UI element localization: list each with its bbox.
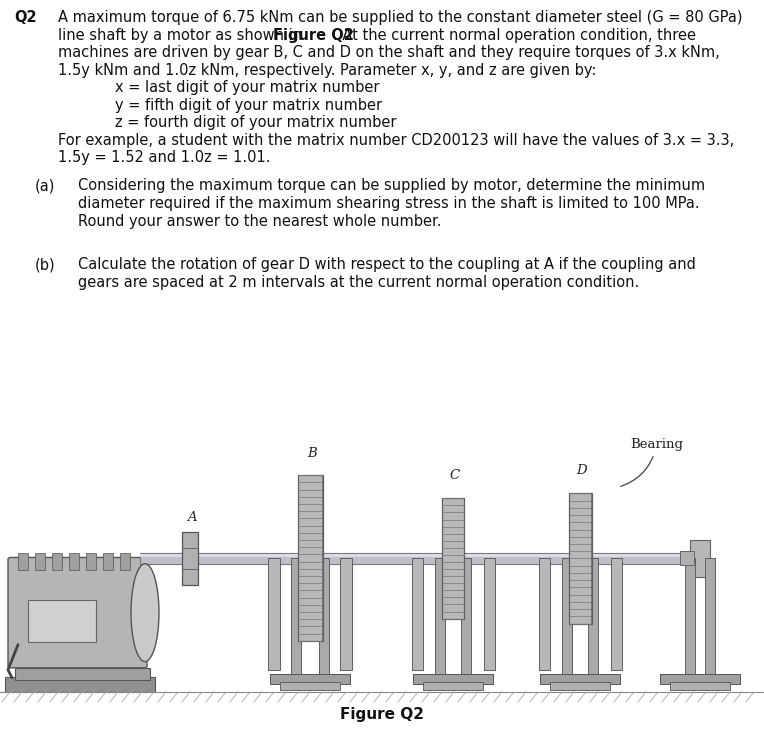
Text: Bearing: Bearing [620, 438, 683, 487]
Bar [120, 553, 130, 570]
Bar [685, 559, 695, 679]
Bar [484, 559, 495, 670]
Text: Calculate the rotation of gear D with respect to the coupling at A if the coupli: Calculate the rotation of gear D with re… [78, 258, 696, 272]
Bar [660, 674, 740, 684]
Bar [280, 682, 340, 690]
Bar [140, 554, 680, 557]
FancyBboxPatch shape [8, 558, 147, 668]
Bar [539, 559, 550, 670]
Text: D: D [577, 464, 588, 477]
Bar [611, 559, 622, 670]
Bar [588, 559, 598, 679]
Bar [319, 559, 329, 679]
Bar [86, 553, 96, 570]
Bar [680, 551, 694, 565]
Bar [291, 559, 301, 679]
Bar [423, 682, 483, 690]
Ellipse shape [131, 564, 159, 661]
Bar [690, 540, 710, 576]
Text: Q2: Q2 [14, 10, 37, 25]
Text: Figure Q2: Figure Q2 [273, 28, 354, 43]
Bar [5, 677, 155, 692]
Bar [298, 475, 323, 641]
Text: x = last digit of your matrix number: x = last digit of your matrix number [115, 80, 380, 95]
Bar [340, 559, 352, 670]
Bar [69, 553, 79, 570]
Bar [18, 553, 28, 570]
Text: . At the current normal operation condition, three: . At the current normal operation condit… [333, 28, 696, 43]
Text: A maximum torque of 6.75 kNm can be supplied to the constant diameter steel (G =: A maximum torque of 6.75 kNm can be supp… [58, 10, 743, 25]
Text: line shaft by a motor as shown in: line shaft by a motor as shown in [58, 28, 307, 43]
Bar [435, 559, 445, 679]
Bar [412, 559, 423, 670]
Text: A: A [187, 512, 197, 524]
Text: z = fourth digit of your matrix number: z = fourth digit of your matrix number [115, 115, 397, 131]
Text: For example, a student with the matrix number CD200123 will have the values of 3: For example, a student with the matrix n… [58, 133, 734, 148]
Bar [562, 559, 572, 679]
Text: Figure Q2: Figure Q2 [340, 707, 424, 722]
Bar [28, 600, 96, 642]
Bar [35, 553, 45, 570]
Bar [52, 553, 62, 570]
Text: (a): (a) [35, 178, 55, 194]
Text: y = fifth digit of your matrix number: y = fifth digit of your matrix number [115, 98, 382, 113]
Text: (b): (b) [35, 258, 56, 272]
Text: Considering the maximum torque can be supplied by motor, determine the minimum: Considering the maximum torque can be su… [78, 178, 705, 194]
Bar [140, 553, 680, 564]
Bar [442, 498, 464, 619]
Bar [103, 553, 113, 570]
Bar [268, 559, 280, 670]
Text: machines are driven by gear B, C and D on the shaft and they require torques of : machines are driven by gear B, C and D o… [58, 45, 720, 60]
Bar [670, 682, 730, 690]
Bar [270, 674, 350, 684]
Text: B: B [307, 447, 317, 460]
Text: gears are spaced at 2 m intervals at the current normal operation condition.: gears are spaced at 2 m intervals at the… [78, 275, 639, 290]
Text: diameter required if the maximum shearing stress in the shaft is limited to 100 : diameter required if the maximum shearin… [78, 196, 700, 211]
Bar [182, 532, 198, 584]
Bar [413, 674, 493, 684]
Bar [15, 668, 150, 680]
Text: Round your answer to the nearest whole number.: Round your answer to the nearest whole n… [78, 214, 442, 228]
Bar [461, 559, 471, 679]
Bar [540, 674, 620, 684]
Text: 1.5y kNm and 1.0z kNm, respectively. Parameter x, y, and z are given by:: 1.5y kNm and 1.0z kNm, respectively. Par… [58, 62, 597, 78]
Bar [550, 682, 610, 690]
Text: C: C [450, 469, 460, 482]
Text: 1.5y = 1.52 and 1.0z = 1.01.: 1.5y = 1.52 and 1.0z = 1.01. [58, 150, 270, 165]
Bar [569, 493, 592, 624]
Bar [705, 559, 715, 679]
